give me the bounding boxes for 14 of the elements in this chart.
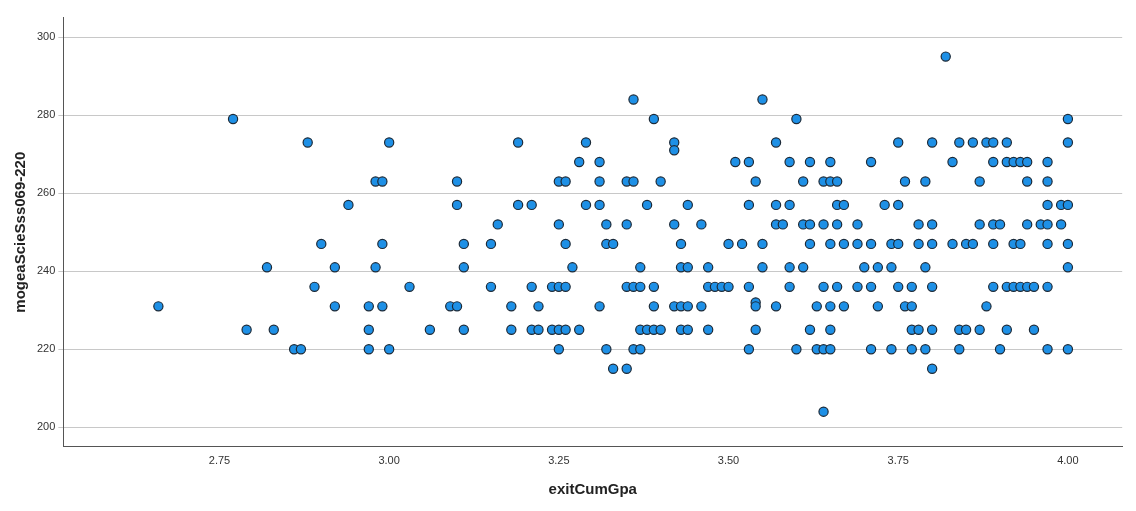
y-tick-label: 280 [36, 108, 56, 121]
y-axis-title: mogeaScieSss069-220 [11, 151, 29, 313]
x-tick-label: 4.00 [1057, 454, 1079, 467]
x-tick-label: 2.75 [208, 454, 231, 467]
y-tick-label: 260 [36, 186, 56, 199]
y-tick-label: 240 [36, 264, 56, 277]
x-tick-label: 3.50 [717, 454, 740, 467]
y-tick-label: 300 [36, 30, 56, 43]
x-tick-label: 3.75 [887, 454, 909, 467]
y-tick-label: 200 [36, 420, 56, 433]
y-tick-label: 220 [36, 342, 56, 355]
x-tick-label: 3.00 [378, 454, 400, 467]
x-tick-label: 3.25 [548, 454, 570, 467]
x-axis-title: exitCumGpa [548, 480, 638, 498]
